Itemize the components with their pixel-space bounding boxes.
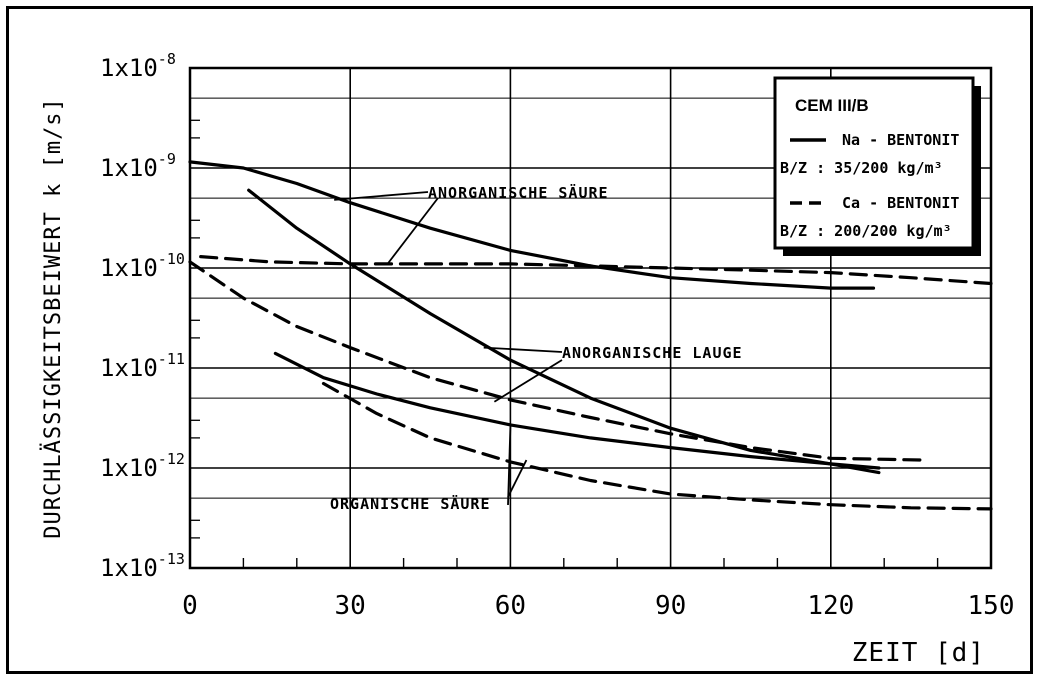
legend-entry-ca-bentonit: Ca - BENTONIT <box>842 194 959 212</box>
series-line-3 <box>188 260 929 462</box>
annotation-leader <box>493 359 563 403</box>
series-line-5 <box>321 381 993 511</box>
annotation-leader <box>386 197 439 265</box>
series-line-1 <box>199 255 993 286</box>
x-tick-label: 30 <box>335 591 366 621</box>
annotation-anorganische-saeure: ANORGANISCHE SÄURE <box>428 183 609 202</box>
y-tick-label: 1x10-11 <box>100 350 185 382</box>
x-tick-label: 120 <box>807 591 854 621</box>
y-axis-label: DURCHLÄSSIGKEITSBEIWERT k [m/s] <box>40 97 66 539</box>
y-tick-labels: 1x10-8 1x10-9 1x10-10 1x10-11 1x10-12 1x10-13 <box>100 50 185 582</box>
series-line-2 <box>247 188 881 475</box>
y-tick-label: 1x10-9 <box>100 150 176 182</box>
x-tick-label: 60 <box>495 591 526 621</box>
y-tick-label: 1x10-10 <box>100 250 185 282</box>
legend-entry-na-bentonit: Na - BENTONIT <box>842 131 959 149</box>
legend-box <box>773 76 975 250</box>
series-layer <box>188 160 993 511</box>
legend-sub-ca: B/Z : 200/200 kg/m³ <box>780 222 952 240</box>
series-line-0 <box>188 160 876 290</box>
legend: CEM III/B Na - BENTONIT B/Z : 35/200 kg/… <box>773 76 981 256</box>
annotation-leader <box>507 426 512 506</box>
y-tick-label: 1x10-12 <box>100 450 185 482</box>
y-tick-label: 1x10-8 <box>100 50 176 82</box>
x-tick-labels: 0 30 60 90 120 150 <box>182 591 1014 621</box>
annotation-leader <box>483 346 563 353</box>
x-tick-label: 0 <box>182 591 198 621</box>
annotation-organische-saeure: ORGANISCHE SÄURE <box>330 494 491 513</box>
y-tick-label: 1x10-13 <box>100 550 185 582</box>
x-axis-label: ZEIT [d] <box>852 638 985 668</box>
annotation-leader <box>507 459 528 498</box>
annotation-leader <box>334 191 429 201</box>
series-line-4 <box>273 351 881 470</box>
plot-border <box>188 66 993 570</box>
x-tick-label: 150 <box>968 591 1015 621</box>
x-tick-label: 90 <box>655 591 686 621</box>
annotation-anorganische-lauge: ANORGANISCHE LAUGE <box>562 344 743 362</box>
annotation-leaders <box>334 191 563 506</box>
legend-title: CEM III/B <box>795 96 869 115</box>
legend-sub-na: B/Z : 35/200 kg/m³ <box>780 159 943 177</box>
